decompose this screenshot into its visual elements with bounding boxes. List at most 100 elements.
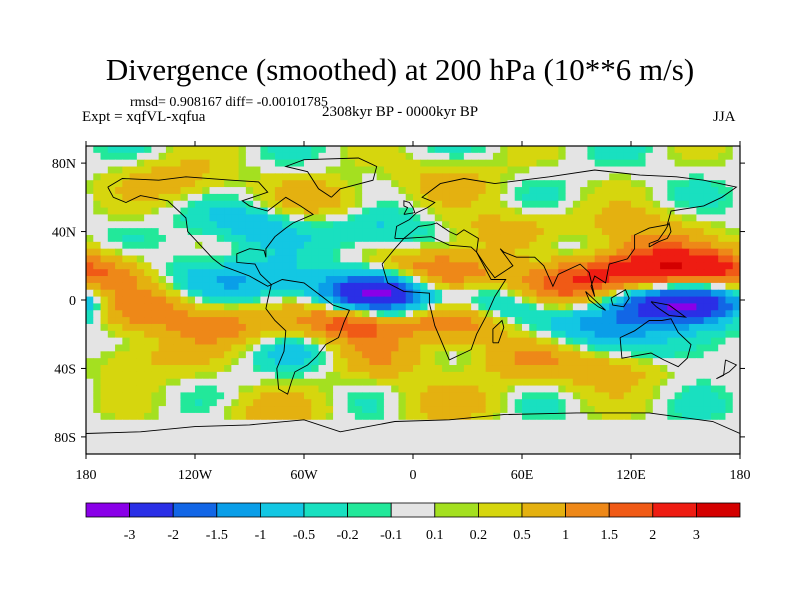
field-cell [442, 234, 450, 243]
field-cell [216, 412, 225, 421]
field-cell [427, 166, 436, 174]
field-cell [427, 351, 436, 359]
field-cell [267, 180, 276, 188]
field-cell [689, 248, 697, 257]
field-cell [507, 323, 516, 332]
field-cell [645, 303, 654, 311]
field-cell [681, 152, 690, 161]
field-cell [369, 187, 378, 195]
field-cell [158, 385, 167, 393]
field-cell [710, 255, 719, 263]
field-cell [551, 276, 559, 284]
field-cell [463, 358, 472, 366]
field-cell [442, 289, 450, 298]
field-cell [144, 214, 152, 222]
field-cell [572, 221, 581, 229]
field-cell [376, 406, 385, 414]
field-cell [333, 193, 341, 202]
field-cell [369, 152, 378, 161]
field-cell [645, 392, 654, 400]
field-cell [638, 173, 647, 181]
field-cell [100, 282, 109, 291]
field-cell [158, 200, 167, 209]
coastline-japan [648, 221, 672, 248]
field-cell [238, 385, 247, 393]
field-cell [638, 296, 647, 305]
field-cell [543, 166, 552, 174]
field-cell [391, 344, 400, 352]
field-cell [551, 269, 559, 277]
field-cell [601, 241, 610, 250]
field-cell [369, 193, 378, 202]
field-cell [434, 173, 443, 181]
field-cell [122, 269, 131, 277]
field-cell [623, 200, 632, 209]
field-cell [580, 406, 588, 414]
field-cell [318, 207, 327, 216]
field-cell [689, 276, 697, 284]
field-cell [631, 419, 639, 428]
field-cell [195, 214, 203, 222]
field-cell [434, 310, 443, 318]
field-cell [165, 282, 174, 291]
field-cell [274, 228, 283, 236]
field-cell [383, 255, 392, 263]
field-cell [572, 440, 581, 448]
field-cell [681, 289, 690, 298]
field-cell [311, 426, 320, 435]
field-cell [187, 221, 196, 229]
field-cell [209, 146, 218, 154]
field-cell [609, 180, 618, 188]
field-cell [616, 228, 625, 236]
field-cell [478, 296, 487, 305]
field-cell [282, 378, 291, 387]
field-cell [732, 200, 740, 209]
field-cell [122, 282, 131, 291]
field-cell [383, 371, 392, 380]
field-cell [601, 337, 610, 346]
field-cell [667, 371, 676, 380]
field-cell [522, 214, 530, 222]
field-cell [652, 296, 661, 305]
field-cell [725, 166, 734, 174]
field-cell [725, 214, 734, 222]
field-cell [93, 371, 102, 380]
field-cell [514, 371, 523, 380]
field-cell [471, 440, 479, 448]
field-cell [696, 426, 705, 435]
field-cell [122, 276, 131, 284]
field-cell [696, 344, 705, 352]
field-cell [398, 337, 407, 346]
field-cell [267, 282, 276, 291]
field-cell [500, 426, 509, 435]
field-cell [420, 193, 429, 202]
field-cell [551, 351, 559, 359]
field-cell [405, 255, 414, 263]
field-cell [100, 351, 109, 359]
field-cell [449, 399, 458, 407]
field-cell [304, 440, 312, 448]
colorbar-swatch [347, 502, 392, 518]
field-cell [369, 337, 378, 346]
field-cell [354, 344, 363, 352]
field-cell [667, 358, 676, 366]
field-cell [703, 310, 712, 318]
field-cell [507, 276, 516, 284]
field-cell [485, 221, 494, 229]
field-cell [732, 269, 740, 277]
field-cell [238, 241, 247, 250]
field-cell [703, 228, 712, 236]
field-cell [456, 344, 465, 352]
field-cell [514, 193, 523, 202]
field-cell [187, 248, 196, 257]
field-cell [354, 187, 363, 195]
field-cell [282, 412, 291, 421]
field-cell [558, 419, 567, 428]
field-cell [195, 447, 203, 454]
field-cell [507, 166, 516, 174]
field-cell [122, 310, 131, 318]
field-cell [158, 269, 167, 277]
field-cell [485, 365, 494, 373]
field-cell [463, 406, 472, 414]
field-cell [267, 166, 276, 174]
